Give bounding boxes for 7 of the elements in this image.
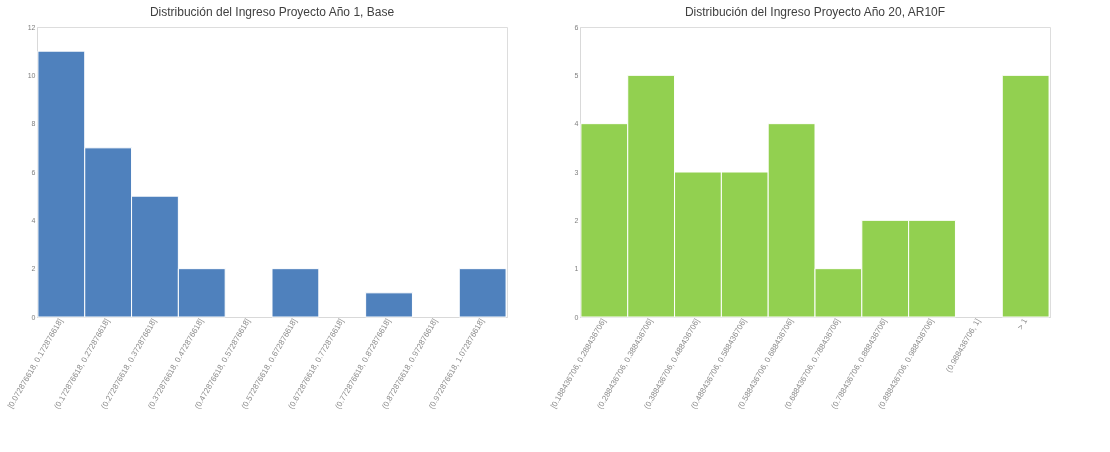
- bar: [458, 268, 507, 318]
- x-tick-label: > 1: [1015, 316, 1030, 332]
- chart-title: Distribución del Ingreso Proyecto Año 20, AR10F: [684, 5, 946, 19]
- bar: [365, 292, 413, 318]
- bar: [271, 268, 320, 318]
- bar: [1001, 74, 1050, 318]
- chart-title: Distribución del Ingreso Proyecto Año 1, Base: [149, 5, 395, 19]
